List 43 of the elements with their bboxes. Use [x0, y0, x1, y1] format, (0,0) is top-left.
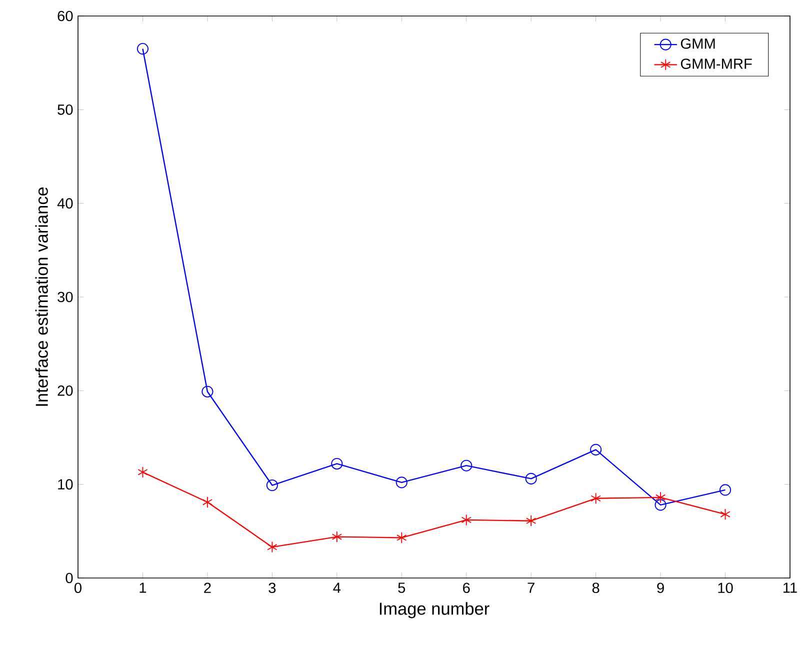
x-tick-label: 6 — [463, 582, 470, 594]
y-axis-title: Interface estimation variance — [35, 187, 48, 406]
x-tick-label: 2 — [204, 582, 211, 593]
x-tick-label: 9 — [657, 582, 664, 594]
legend-label: GMM — [680, 38, 715, 49]
point — [526, 515, 536, 527]
y-tick-label: 30 — [58, 292, 73, 302]
x-tick-label: 11 — [784, 582, 797, 593]
point — [396, 532, 407, 544]
point — [720, 484, 732, 496]
y-tick-label: 40 — [57, 198, 73, 209]
x-tick-label: 5 — [398, 582, 406, 593]
x-axis-title: Image number — [380, 602, 490, 618]
legend-label: GMM-MRF — [680, 58, 752, 69]
point — [202, 386, 214, 398]
point — [136, 43, 149, 55]
point — [331, 458, 343, 470]
x-tick-label: 8 — [592, 582, 600, 594]
point — [396, 476, 408, 488]
point — [202, 496, 213, 508]
point — [332, 531, 342, 543]
x-tick-label: 10 — [718, 582, 733, 594]
point — [655, 492, 666, 504]
point — [720, 508, 730, 520]
point — [461, 514, 472, 526]
x-tick-label: 0 — [74, 582, 82, 594]
point — [654, 499, 666, 511]
y-tick-label: 10 — [58, 479, 73, 490]
y-tick-label: 0 — [66, 572, 73, 584]
point — [525, 472, 537, 484]
x-tick-label: 7 — [528, 582, 534, 593]
x-tick-label: 4 — [333, 582, 341, 593]
point — [266, 479, 278, 492]
y-tick-label: 20 — [58, 386, 73, 396]
point — [590, 492, 601, 504]
point — [267, 541, 278, 553]
point — [138, 466, 148, 478]
x-tick-label: 3 — [268, 582, 276, 594]
x-tick-label: 1 — [140, 582, 146, 593]
point — [590, 444, 602, 456]
y-tick-label: 60 — [58, 10, 73, 22]
y-tick-label: 50 — [58, 104, 73, 115]
point — [460, 460, 472, 472]
